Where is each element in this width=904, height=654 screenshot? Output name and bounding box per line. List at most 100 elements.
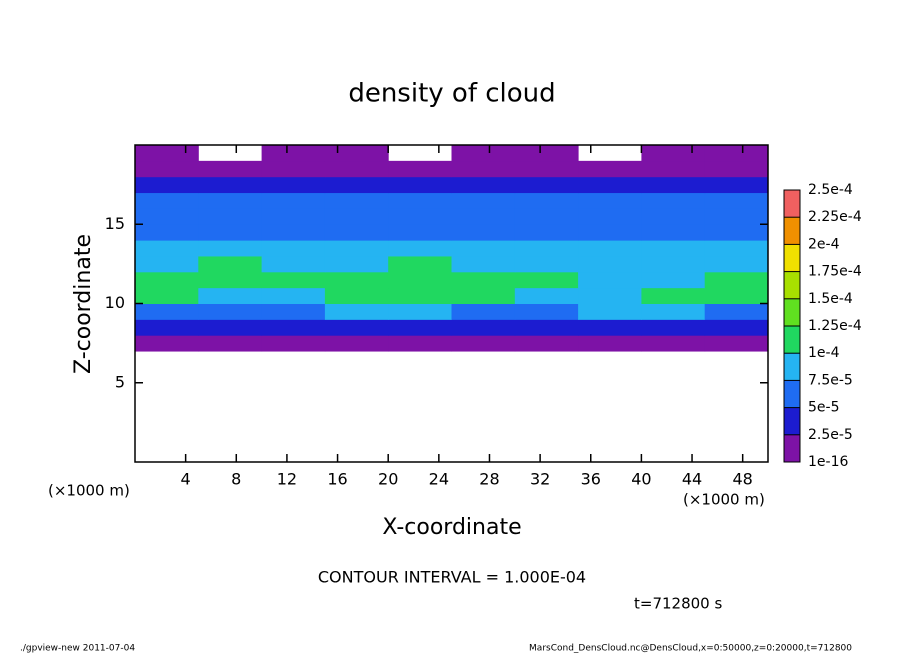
cell	[135, 335, 199, 352]
cell	[324, 255, 389, 273]
x-tick-label: 48	[733, 470, 753, 489]
cell	[641, 303, 706, 320]
colorbar-label: 2.5e-5	[808, 427, 853, 443]
cell	[578, 240, 642, 257]
cell	[578, 255, 642, 273]
colorbar-label: 1.25e-4	[808, 318, 862, 334]
cell	[388, 192, 452, 209]
cell	[451, 303, 516, 320]
cell	[514, 176, 579, 194]
cell	[135, 240, 199, 257]
cell	[324, 192, 389, 209]
cell	[514, 255, 579, 273]
cell	[451, 319, 516, 336]
x-unit: (×1000 m)	[48, 482, 130, 500]
cell	[324, 319, 389, 336]
cell	[451, 240, 516, 257]
cell	[388, 303, 452, 320]
cell	[261, 240, 326, 257]
cell	[578, 160, 642, 178]
cell	[324, 335, 389, 352]
cell	[198, 287, 263, 304]
cell	[578, 208, 642, 225]
cell	[135, 160, 199, 178]
cell	[514, 192, 579, 209]
cell	[641, 271, 706, 289]
cell	[641, 335, 706, 352]
x-tick-label: 44	[682, 470, 702, 489]
cell	[135, 208, 199, 225]
cell	[261, 208, 326, 225]
cell	[388, 224, 452, 241]
cell	[641, 160, 706, 178]
cell	[261, 145, 326, 162]
cell	[578, 271, 642, 289]
colorbar-label: 2.25e-4	[808, 209, 862, 225]
cell	[261, 303, 326, 320]
cell	[324, 224, 389, 241]
x-tick-label: 16	[327, 470, 347, 489]
colorbar-label: 7.5e-5	[808, 372, 853, 388]
cell	[198, 176, 263, 194]
cell	[451, 271, 516, 289]
cell	[261, 319, 326, 336]
cell	[641, 192, 706, 209]
colorbar-segment	[784, 190, 800, 218]
cell	[641, 224, 706, 241]
cell	[451, 176, 516, 194]
cell	[261, 176, 326, 194]
cell	[388, 160, 452, 178]
cell	[135, 287, 199, 304]
cell	[198, 224, 263, 241]
cell	[704, 224, 769, 241]
cell	[135, 176, 199, 194]
x-axis-label: X-coordinate	[382, 515, 521, 540]
cell	[261, 335, 326, 352]
cell	[451, 335, 516, 352]
cell	[704, 192, 769, 209]
cell	[324, 287, 389, 304]
colorbar-segment	[784, 326, 800, 354]
cell	[261, 192, 326, 209]
cell	[135, 271, 199, 289]
cell	[388, 319, 452, 336]
cell	[324, 208, 389, 225]
cell	[704, 319, 769, 336]
cell	[451, 255, 516, 273]
cell	[198, 208, 263, 225]
x-tick-label: 36	[581, 470, 601, 489]
cell	[135, 224, 199, 241]
cell	[514, 160, 579, 178]
cell	[261, 287, 326, 304]
x-tick-label: 28	[479, 470, 499, 489]
cell	[198, 240, 263, 257]
x-tick-label: 12	[277, 470, 297, 489]
y-tick-label: 15	[105, 214, 125, 233]
cell	[451, 145, 516, 162]
cell	[261, 224, 326, 241]
footer: MarsCond_DensCloud.nc@DensCloud,x=0:5000…	[529, 644, 852, 654]
colorbar-label: 2e-4	[808, 236, 840, 252]
colorbar-label: 1.75e-4	[808, 264, 862, 280]
cell	[514, 287, 579, 304]
cell	[135, 145, 199, 162]
x-tick-label: 32	[530, 470, 550, 489]
cell	[641, 145, 706, 162]
footer: ./gpview-new 2011-07-04	[20, 644, 135, 654]
cell	[261, 255, 326, 273]
cell	[324, 271, 389, 289]
cell	[388, 208, 452, 225]
cell	[514, 319, 579, 336]
cell	[704, 287, 769, 304]
cell	[198, 319, 263, 336]
y-tick-label: 10	[105, 293, 125, 312]
cell	[135, 319, 199, 336]
cell	[704, 160, 769, 178]
cell	[641, 176, 706, 194]
cell	[324, 145, 389, 162]
cell	[704, 145, 769, 162]
colorbar-segment	[784, 244, 800, 272]
cell	[198, 271, 263, 289]
